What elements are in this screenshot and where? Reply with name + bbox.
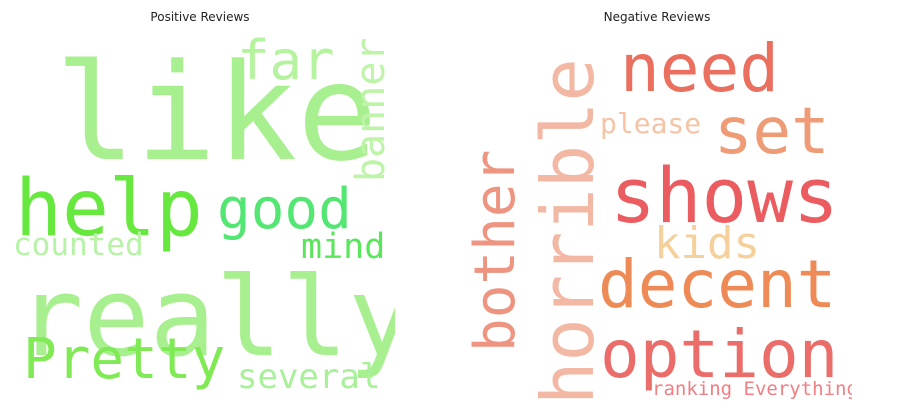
- word-option: option: [600, 316, 839, 393]
- word-mind: mind: [301, 227, 386, 267]
- positive-title: Positive Reviews: [150, 10, 250, 24]
- word-like: like: [55, 35, 378, 191]
- word-several: several: [237, 357, 381, 397]
- word-ranking-everything: ranking Everything: [652, 378, 852, 400]
- positive-word-cloud: like far banner help good counted mind r…: [5, 30, 395, 410]
- negative-title: Negative Reviews: [603, 10, 711, 24]
- word-help: help: [15, 164, 203, 254]
- word-decent: decent: [598, 246, 837, 323]
- word-kids: kids: [654, 218, 760, 269]
- word-shows: shows: [610, 151, 839, 240]
- word-horrible: horrible: [526, 58, 610, 405]
- word-please: please: [600, 107, 702, 140]
- word-good: good: [217, 177, 352, 242]
- word-set: set: [714, 95, 830, 169]
- word-need: need: [620, 30, 779, 107]
- word-banner: banner: [348, 37, 394, 183]
- word-counted: counted: [13, 227, 144, 263]
- word-really: really: [17, 253, 395, 381]
- word-pretty: Pretty: [23, 327, 226, 392]
- negative-word-cloud: need please set horrible bother shows ki…: [462, 30, 852, 410]
- word-bother: bother: [463, 149, 528, 352]
- word-far: far: [237, 30, 335, 92]
